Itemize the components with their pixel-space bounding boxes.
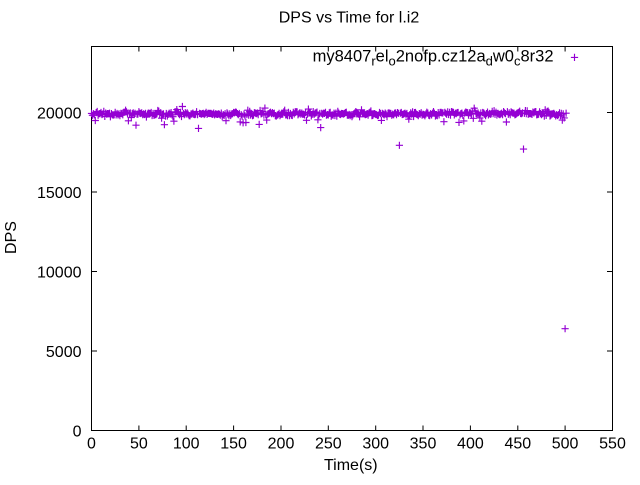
svg-text:200: 200 (268, 436, 295, 453)
svg-text:250: 250 (315, 436, 342, 453)
svg-text:5000: 5000 (46, 344, 82, 361)
svg-text:my8407relo2nofp.cz12adw0c8r32: my8407relo2nofp.cz12adw0c8r32 (313, 47, 554, 68)
svg-text:20000: 20000 (37, 105, 82, 122)
svg-text:15000: 15000 (37, 185, 82, 202)
svg-text:350: 350 (410, 436, 437, 453)
svg-text:10000: 10000 (37, 264, 82, 281)
svg-text:100: 100 (173, 436, 200, 453)
svg-text:DPS: DPS (3, 221, 20, 254)
svg-text:550: 550 (599, 436, 626, 453)
svg-text:DPS vs Time for l.i2: DPS vs Time for l.i2 (279, 10, 420, 27)
svg-text:0: 0 (73, 423, 82, 440)
svg-text:300: 300 (362, 436, 389, 453)
svg-text:Time(s): Time(s) (324, 457, 378, 474)
svg-text:150: 150 (220, 436, 247, 453)
svg-text:50: 50 (130, 436, 148, 453)
svg-text:500: 500 (552, 436, 579, 453)
svg-text:0: 0 (87, 436, 96, 453)
svg-text:450: 450 (504, 436, 531, 453)
svg-text:400: 400 (457, 436, 484, 453)
